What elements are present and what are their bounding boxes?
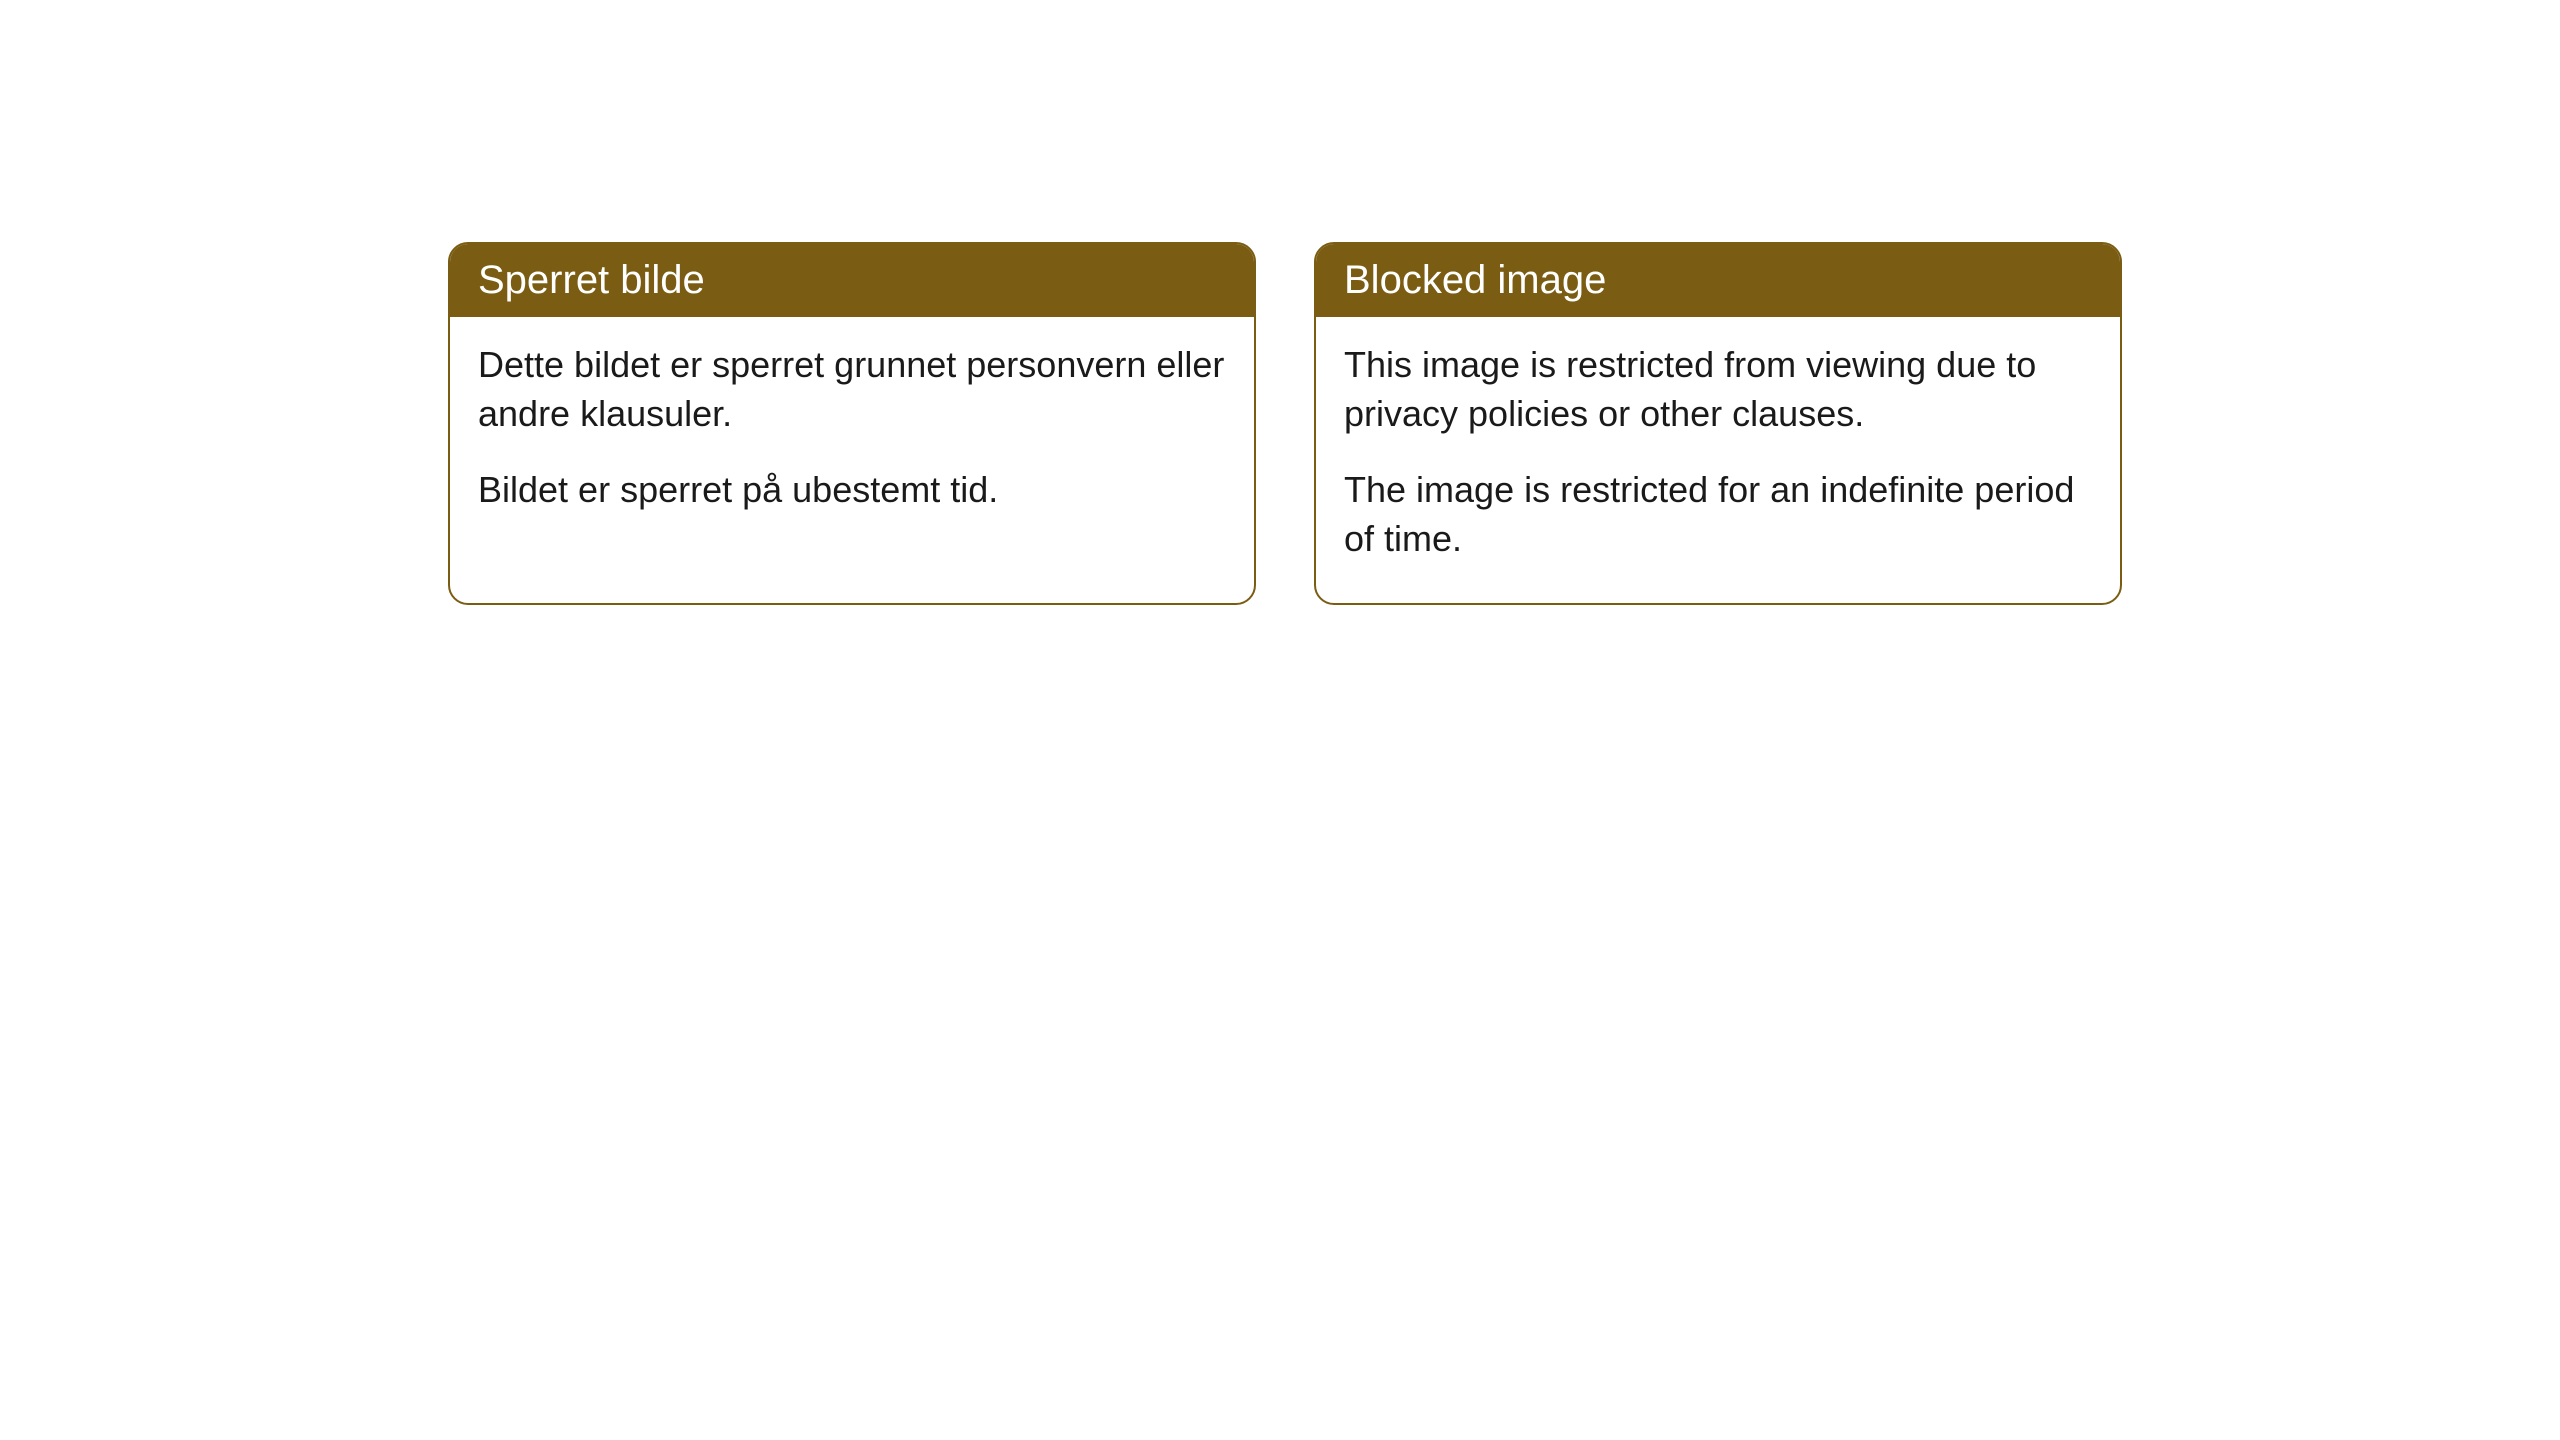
card-paragraph-1: This image is restricted from viewing du… xyxy=(1344,341,2092,438)
card-paragraph-2: The image is restricted for an indefinit… xyxy=(1344,466,2092,563)
card-body-norwegian: Dette bildet er sperret grunnet personve… xyxy=(450,317,1254,555)
blocked-image-card-english: Blocked image This image is restricted f… xyxy=(1314,242,2122,605)
card-header-english: Blocked image xyxy=(1316,244,2120,317)
card-title: Sperret bilde xyxy=(478,258,705,302)
card-body-english: This image is restricted from viewing du… xyxy=(1316,317,2120,603)
blocked-image-card-norwegian: Sperret bilde Dette bildet er sperret gr… xyxy=(448,242,1256,605)
card-paragraph-1: Dette bildet er sperret grunnet personve… xyxy=(478,341,1226,438)
notice-cards-container: Sperret bilde Dette bildet er sperret gr… xyxy=(448,242,2122,605)
card-paragraph-2: Bildet er sperret på ubestemt tid. xyxy=(478,466,1226,515)
card-header-norwegian: Sperret bilde xyxy=(450,244,1254,317)
card-title: Blocked image xyxy=(1344,258,1606,302)
